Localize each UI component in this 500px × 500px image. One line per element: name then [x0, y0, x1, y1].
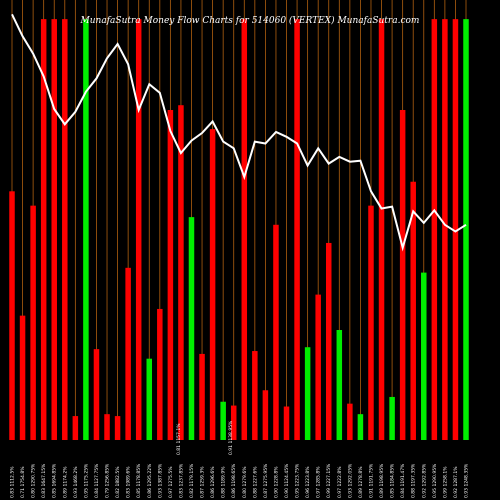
bar-27 [294, 19, 300, 441]
bar-29 [315, 294, 321, 440]
x-tick-label: 0.91 1191.75% [368, 463, 374, 498]
bar-26 [283, 406, 290, 440]
bar-6 [72, 416, 79, 440]
bar-14 [157, 308, 163, 440]
x-tick-label: 0.79 1256.85% [105, 463, 111, 498]
x-tick-label: 0.83 1112.5% [10, 466, 16, 498]
bar-7 [83, 19, 89, 441]
bar-43 [463, 19, 469, 441]
bar-20 [220, 401, 226, 440]
chart-title: MunafaSutra Money Flow Charts for 514060… [80, 15, 420, 26]
x-tick-label: 0.82 1179.15% [189, 463, 195, 498]
x-tick-label: 0.85 1694.85% [52, 463, 58, 498]
x-tick-label: 0.97 1222.8% [337, 466, 343, 498]
x-tick-label: 0.93 1468.2% [73, 466, 79, 498]
bar-12 [135, 19, 142, 441]
x-tick-label: 0.89 1198.95% [379, 463, 385, 498]
x-tick-label: 0.89 1278.8% [358, 466, 364, 498]
x-tick-label: 0.92 1287.1% [453, 466, 459, 498]
bar-19 [209, 129, 216, 440]
bar-11 [125, 267, 131, 440]
bar-38 [410, 181, 416, 440]
bar-9 [104, 414, 110, 440]
bars-group [9, 19, 469, 441]
x-tick-label: 0.86 1198.65% [231, 463, 237, 498]
bar-18 [199, 353, 205, 440]
x-tick-label: 0.90 1228.8% [273, 466, 279, 498]
annotation-label: 0.91 1138.95% [228, 420, 234, 455]
bar-5 [62, 19, 68, 441]
x-tick-label: 0.80 1290.75% [31, 463, 37, 498]
bar-40 [431, 19, 438, 441]
x-tick-label: 0.86 1296.6% [210, 466, 216, 498]
x-tick-label: 0.99 1258.1% [442, 466, 448, 498]
bar-15 [167, 110, 174, 440]
bar-25 [273, 224, 279, 440]
x-tick-label: 0.99 1227.15% [326, 463, 332, 498]
x-tick-label: 0.83 1237.85% [178, 463, 184, 498]
bar-13 [146, 358, 153, 440]
x-tick-label: 0.93 1248.35% [464, 463, 470, 498]
x-tick-label: 0.85 1178.85% [136, 463, 142, 498]
x-tick-label: 0.86 1295.22% [147, 463, 153, 498]
bar-33 [357, 414, 364, 440]
bar-39 [421, 272, 427, 440]
bar-23 [252, 351, 258, 440]
x-tick-label: 0.84 1127.75% [94, 463, 100, 498]
x-tick-label: 0.88 1197.35% [411, 463, 417, 498]
x-tick-label: 0.97 1285.8% [316, 466, 322, 498]
x-tick-label: 0.88 1227.6% [252, 466, 258, 498]
x-tick-label: 0.93 1292.05% [347, 463, 353, 498]
bar-0 [9, 191, 15, 440]
x-tick-label: 0.71 1754.8% [20, 466, 26, 498]
x-tick-label: 0.89 1174.2% [62, 466, 68, 498]
bar-24 [262, 390, 269, 440]
bar-22 [241, 19, 248, 441]
x-tick-label: 0.92 1292.85% [421, 463, 427, 498]
x-tick-label: 0.97 1275.5% [168, 466, 174, 498]
x-tick-label: 0.84 1191.47% [400, 463, 406, 498]
bar-30 [325, 242, 332, 440]
x-tick-label: 0.93 1387.85% [157, 463, 163, 498]
x-tick-label: 0.88 1189.9% [221, 466, 227, 498]
bar-32 [347, 403, 353, 440]
bar-1 [19, 315, 26, 440]
x-tick-label: 0.87 1259.3% [200, 466, 206, 498]
x-tick-label: 0.95 1223.75% [295, 463, 301, 498]
x-tick-label: 0.82 1882.5% [115, 466, 121, 498]
x-tick-label: 0.95 1175.25% [83, 463, 89, 498]
bar-28 [304, 347, 311, 440]
bar-36 [389, 396, 395, 440]
annotation-label: 0.81 1157.1% [176, 423, 182, 455]
x-tick-label: 0.80 1279.6% [242, 466, 248, 498]
x-tick-label: 0.87 1275.95% [263, 463, 269, 498]
x-tick-label: 0.90 1124.45% [284, 463, 290, 498]
bar-35 [378, 19, 385, 441]
bar-42 [452, 19, 459, 441]
x-tick-label: 0.96 1223.8% [305, 466, 311, 498]
bar-34 [368, 205, 374, 440]
bar-41 [442, 19, 448, 441]
bar-17 [188, 217, 195, 440]
bar-31 [336, 330, 343, 440]
x-tick-label: 0.83 1989.6% [126, 466, 132, 498]
bar-10 [114, 416, 121, 440]
bar-21 [230, 405, 237, 440]
x-tick-labels: 0.83 1112.5% 0.71 1754.8% 0.80 1290.75% 0.8… [10, 420, 470, 498]
bar-4 [51, 19, 57, 441]
x-tick-label: 0.95 1290.95% [432, 463, 438, 498]
bar-3 [40, 19, 47, 441]
x-tick-label: 0.83 1647.15% [41, 463, 47, 498]
bar-8 [93, 349, 100, 440]
money-flow-line [11, 13, 467, 252]
x-tick-label: 0.85 1184.85% [390, 463, 396, 498]
bar-37 [399, 110, 406, 440]
bar-16 [178, 105, 184, 440]
bar-2 [30, 205, 36, 440]
